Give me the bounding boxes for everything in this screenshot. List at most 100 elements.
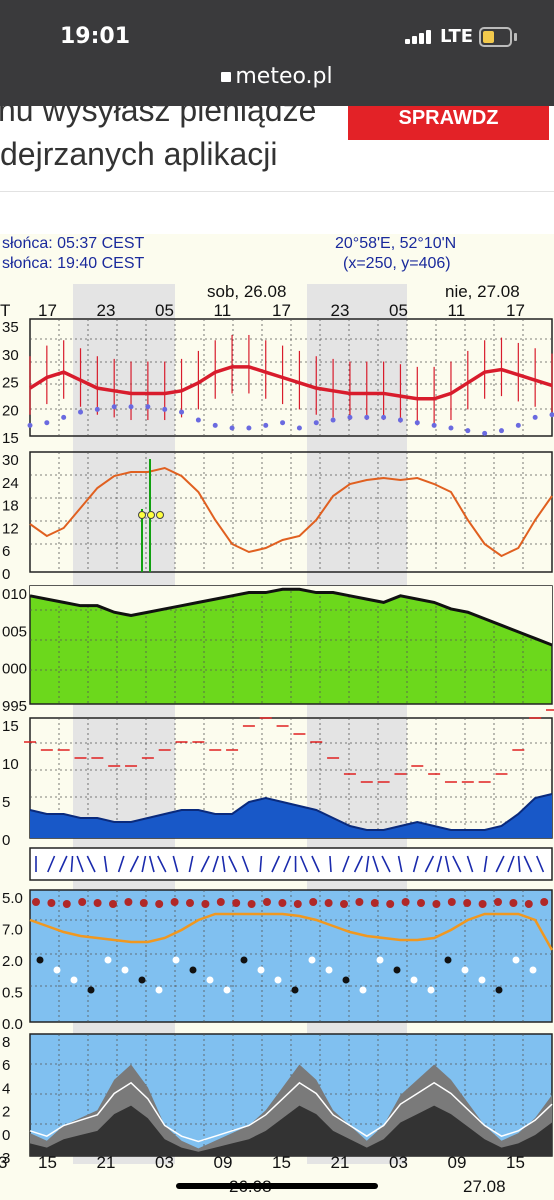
- cellular-signal-icon: [405, 30, 431, 44]
- dewpoint-dot: [482, 430, 488, 436]
- panel-frame: [29, 847, 553, 881]
- network-type: LTE: [440, 26, 474, 47]
- advert-check-button[interactable]: SPRAWDZ: [348, 106, 549, 140]
- dewpoint-dot: [78, 409, 84, 415]
- hour-label: T: [0, 301, 10, 320]
- axis-tick-label: 35: [2, 319, 19, 336]
- axis-tick-label: 30: [2, 452, 19, 469]
- axis-tick-label: 10: [2, 756, 19, 773]
- wind-arrow: [444, 855, 450, 873]
- cloud-high-dot: [432, 900, 441, 908]
- cloud-high-dot: [109, 900, 117, 908]
- sunrise-info: słońca: 05:37 CEST: [2, 235, 145, 252]
- pressure-line: [29, 587, 553, 647]
- cloud-base-line: [29, 912, 554, 951]
- hour-label: 03: [155, 1153, 174, 1172]
- wind-arrow: [86, 855, 96, 873]
- axis-tick-label: 2.0: [2, 953, 23, 970]
- wind-arrow: [329, 855, 332, 873]
- date-label: 27.08: [463, 1177, 506, 1196]
- axis-tick-label: 6: [2, 1057, 10, 1074]
- cloud-mid-dot: [189, 966, 197, 974]
- dewpoint-dot: [313, 420, 319, 426]
- dewpoint-dot: [515, 422, 521, 428]
- address-bar[interactable]: meteo.pl: [0, 64, 554, 89]
- cloud-high-dot: [401, 898, 410, 906]
- wind-arrow: [76, 855, 84, 873]
- cloud-high-dot: [201, 900, 210, 908]
- cloud-high-dot: [186, 899, 194, 907]
- wind-arrow: [483, 855, 488, 873]
- hour-label: 17: [506, 301, 525, 320]
- cloud-mid-dot: [70, 976, 78, 984]
- cloud-mid-dot: [53, 966, 61, 974]
- hour-label: 23: [331, 301, 350, 320]
- cloud-mid-dot: [155, 986, 163, 994]
- axis-tick-label: 005: [2, 623, 27, 640]
- cloud-high-dot: [417, 899, 425, 907]
- cloud-mid-dot: [478, 976, 486, 984]
- dewpoint-dot: [246, 425, 252, 431]
- axis-tick-label: 3: [2, 1150, 10, 1167]
- cloud-mid-dot: [444, 956, 452, 964]
- wind-arrow: [299, 855, 309, 873]
- hour-label: 21: [97, 1153, 116, 1172]
- axis-tick-label: 000: [2, 661, 27, 678]
- cloud-high-dot: [124, 898, 133, 906]
- dewpoint-dot: [212, 422, 218, 428]
- wind-speed-line: [29, 793, 553, 831]
- hour-label: 09: [448, 1153, 467, 1172]
- lock-icon: [221, 72, 232, 82]
- pressure-sky: [30, 586, 552, 645]
- hour-label: 21: [331, 1153, 350, 1172]
- hour-label: 11: [448, 301, 466, 320]
- dewpoint-dot: [111, 404, 117, 410]
- cloud-high-dot: [78, 898, 87, 906]
- meteogram-chart: sob, 26.08 nie, 27.08T 17 23 05 11 17 23 05 11 173…: [0, 282, 554, 1196]
- hour-label: 03: [389, 1153, 408, 1172]
- dewpoint-dot: [94, 406, 100, 412]
- wind-arrow: [259, 855, 263, 873]
- day-label: nie, 27.08: [445, 282, 520, 301]
- dewpoint-dot: [465, 428, 471, 434]
- cloud-high-dot: [293, 900, 302, 908]
- axis-tick-label: 2: [2, 1104, 10, 1121]
- cloud-mid-dot: [138, 976, 146, 984]
- cloud-mid-dot: [529, 966, 537, 974]
- wind-arrow: [342, 855, 350, 873]
- wind-arrow: [172, 855, 179, 873]
- wind-arrow: [271, 855, 281, 873]
- cloud-mid-dot: [274, 976, 282, 984]
- cloud-high-dot: [478, 900, 487, 908]
- cloud-high-dot: [447, 898, 456, 906]
- advert-banner[interactable]: nu wysyłasz pieniądze dejrzanych aplikac…: [0, 106, 554, 192]
- cloud-mid-dot: [308, 956, 316, 964]
- cloud-mid-dot: [206, 976, 214, 984]
- hour-label: 23: [97, 301, 116, 320]
- axis-tick-label: 15: [2, 718, 19, 735]
- cloud-high-dot: [340, 900, 348, 908]
- cloud-mid-dot: [257, 966, 265, 974]
- cloud-mid-dot: [291, 986, 299, 994]
- cloud-high-dot: [216, 898, 225, 906]
- axis-tick-label: 5.0: [2, 890, 23, 907]
- axis-tick-label: 0.0: [2, 1016, 23, 1033]
- cloud-high-dot: [540, 898, 549, 906]
- rain-marker: [156, 511, 164, 519]
- wind-arrow: [212, 855, 219, 873]
- cloud-high-dot: [463, 899, 472, 907]
- dewpoint-dot: [364, 414, 370, 420]
- status-time: 19:01: [60, 24, 131, 49]
- wind-arrow: [117, 855, 125, 873]
- wind-arrow: [523, 855, 533, 873]
- hour-label: 05: [389, 301, 408, 320]
- cloud-mid-dot: [393, 966, 401, 974]
- precipitation-line: [29, 466, 553, 558]
- dewpoint-dot: [27, 422, 33, 428]
- axis-tick-label: 25: [2, 375, 19, 392]
- cloud-mid-dot: [223, 986, 231, 994]
- axis-tick-label: 5: [2, 794, 10, 811]
- cloud-mid-dot: [461, 966, 469, 974]
- dewpoint-dot: [263, 422, 269, 428]
- advert-text-line-1: nu wysyłasz pieniądze: [0, 106, 317, 128]
